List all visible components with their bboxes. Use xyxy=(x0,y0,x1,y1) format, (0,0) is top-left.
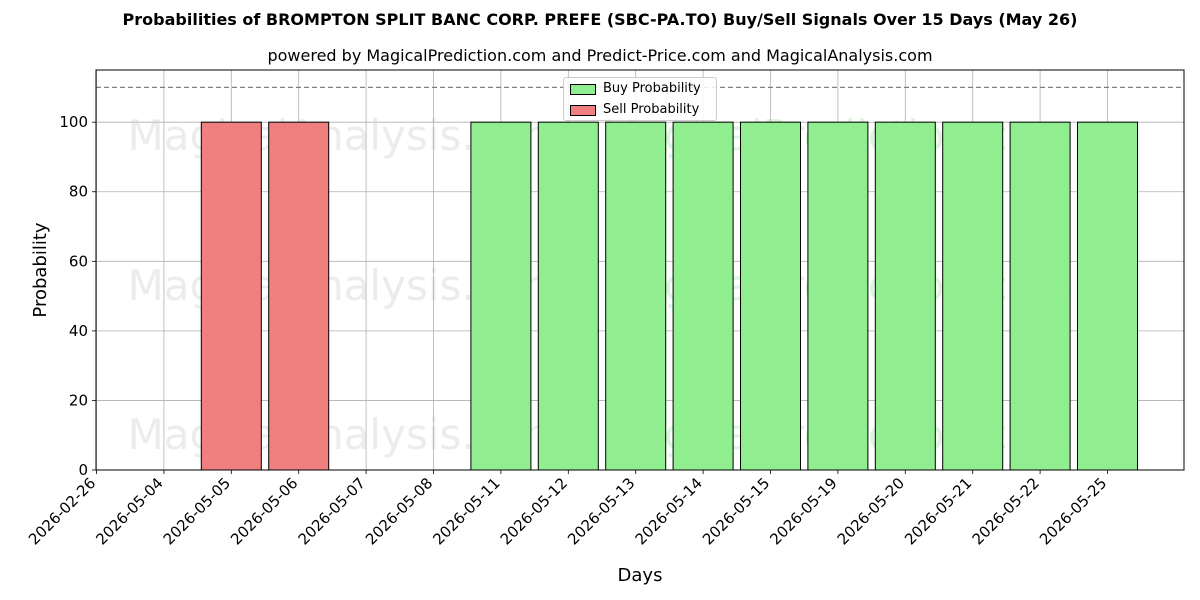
x-axis-label: Days xyxy=(618,565,663,586)
legend: Buy Probability Sell Probability xyxy=(563,77,717,121)
y-tick-label: 100 xyxy=(59,113,88,131)
x-tick-label: 2026-05-11 xyxy=(429,474,503,548)
x-tick-label: 2026-05-05 xyxy=(160,474,234,548)
sell-bar xyxy=(268,121,330,471)
buy-bar xyxy=(740,121,801,471)
legend-swatch-buy xyxy=(570,83,596,95)
y-tick-label: 80 xyxy=(69,183,88,201)
plot-frame xyxy=(95,69,1185,471)
x-tick-label: 2026-05-13 xyxy=(564,474,638,548)
x-tick-label: 2026-05-12 xyxy=(497,474,571,548)
x-tick-label: 2026-05-07 xyxy=(295,474,369,548)
y-tick-label: 0 xyxy=(78,461,88,479)
x-tick-label: 2026-05-14 xyxy=(632,474,706,548)
chart-title: Probabilities of BROMPTON SPLIT BANC COR… xyxy=(122,10,1078,29)
legend-label-buy: Buy Probability xyxy=(603,81,701,96)
legend-swatch-sell xyxy=(570,104,596,116)
buy-bar xyxy=(1009,121,1071,471)
buy-bar xyxy=(1077,121,1138,471)
y-tick-label: 20 xyxy=(69,391,88,409)
x-tick-label: 2026-05-04 xyxy=(92,474,166,548)
x-tick-label: 2026-05-08 xyxy=(362,474,436,548)
buy-bar xyxy=(807,121,869,471)
x-tick-label: 2026-02-26 xyxy=(25,474,99,548)
y-axis-label: Probability xyxy=(30,222,51,317)
legend-item-buy: Buy Probability xyxy=(570,81,701,97)
x-tick-label: 2026-05-21 xyxy=(901,474,975,548)
x-tick-label: 2026-05-25 xyxy=(1036,474,1110,548)
buy-bar xyxy=(537,121,599,471)
x-tick-label: 2026-05-19 xyxy=(766,474,840,548)
x-tick-label: 2026-05-06 xyxy=(227,474,301,548)
y-tick-label: 40 xyxy=(69,322,88,340)
buy-bar xyxy=(942,121,1004,471)
x-tick-label: 2026-05-20 xyxy=(834,474,908,548)
x-tick-label: 2026-05-22 xyxy=(969,474,1043,548)
buy-bar xyxy=(605,121,667,471)
legend-item-sell: Sell Probability xyxy=(570,102,699,118)
chart-subtitle: powered by MagicalPrediction.com and Pre… xyxy=(267,46,933,65)
sell-bar xyxy=(200,121,262,471)
y-tick-label: 60 xyxy=(69,252,88,270)
buy-bar xyxy=(470,121,532,471)
x-tick-label: 2026-05-15 xyxy=(699,474,773,548)
buy-bar xyxy=(672,121,734,471)
legend-label-sell: Sell Probability xyxy=(603,102,700,117)
buy-bar xyxy=(874,121,936,471)
